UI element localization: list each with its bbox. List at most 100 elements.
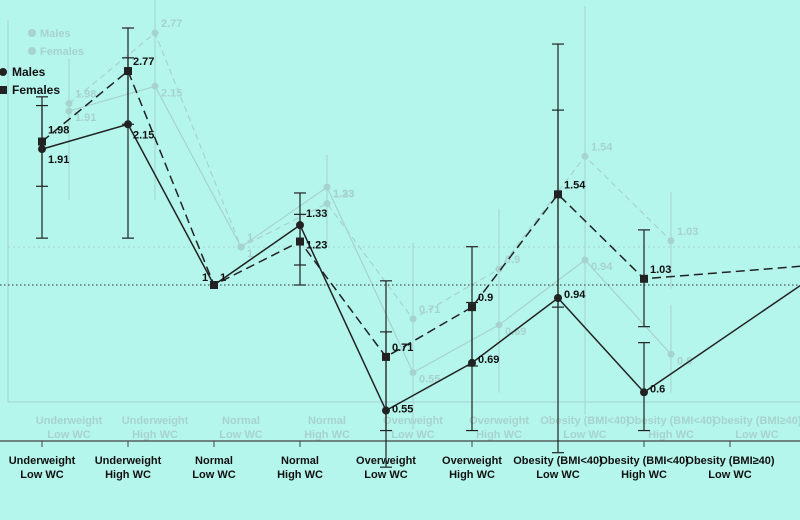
data-label-males: 0.69 (478, 354, 499, 366)
point-females (296, 237, 304, 246)
ghost-tick-label: Obesity (BMI<40) (540, 415, 630, 427)
ghost-point (151, 29, 159, 37)
ghost-tick-label: Normal (308, 415, 346, 427)
ghost-label: 0.55 (419, 374, 440, 386)
ghost-tick-label: High WC (476, 429, 522, 441)
data-label-females: 0.71 (392, 342, 413, 354)
ghost-point (667, 237, 675, 245)
x-tick-label-line1: Overweight (442, 455, 502, 467)
point-females (468, 303, 476, 312)
data-label-females: 0.9 (478, 292, 493, 304)
x-tick-label-line2: High WC (449, 469, 495, 481)
ghost-label: 1.54 (591, 141, 613, 153)
x-tick-label-line1: Obesity (BMI<40) (513, 455, 603, 467)
ghost-legend-text: Females (40, 46, 84, 58)
x-tick-label-line2: Low WC (536, 469, 579, 481)
ghost-label: 1.23 (333, 189, 354, 201)
ghost-label: 0.71 (419, 304, 440, 316)
x-tick-label-line2: Low WC (192, 469, 235, 481)
point-females (210, 281, 218, 289)
ghost-tick-label: Obesity (BMI<40) (626, 415, 716, 427)
ghost-tick-label: High WC (304, 429, 350, 441)
data-label-females: 1.98 (48, 125, 69, 137)
ghost-tick-label: Underweight (122, 415, 189, 427)
ghost-legend-marker (28, 29, 36, 37)
ghost-point (323, 200, 331, 208)
ghost-label: 2.15 (161, 87, 182, 99)
ghost-label: 1.98 (75, 89, 96, 101)
ghost-tick-label: Low WC (563, 429, 606, 441)
ghost-label: 0.94 (591, 261, 613, 273)
ghost-point (65, 100, 73, 108)
ghost-tick-label: Normal (222, 415, 260, 427)
x-tick-label-line1: Obesity (BMI<40) (599, 455, 689, 467)
ghost-tick-label: Low WC (47, 429, 90, 441)
legend-marker-females (0, 86, 7, 94)
x-tick-label-line1: Obesity (BMI≥40) (685, 455, 775, 467)
ghost-legend-text: Males (40, 28, 71, 40)
point-females (554, 190, 562, 199)
legend-label-males: Males (12, 65, 46, 79)
x-tick-label-line2: Low WC (20, 469, 63, 481)
ghost-point (495, 321, 503, 329)
ghost-label: 2.77 (161, 18, 182, 30)
ghost-point (65, 107, 73, 115)
data-label-females: 1 (202, 272, 208, 284)
ghost-tick-label: Low WC (219, 429, 262, 441)
ghost-label: 1.91 (75, 112, 96, 124)
ghost-label: 1 (247, 232, 253, 244)
x-axis-ticks: Underweight Low WC Underweight High WC Norma… (9, 441, 775, 481)
ghost-overlay: 1.91 2.15 1 1.33 0.55 0.69 0.94 0.6 1.98 2.77 1 1.2… (7, 0, 800, 441)
data-label-females: 1.54 (564, 179, 586, 191)
ghost-tick-label: Overweight (383, 415, 443, 427)
ghost-tick-label: High WC (648, 429, 694, 441)
ghost-tick-label: Low WC (391, 429, 434, 441)
ghost-legend-marker (28, 47, 36, 55)
ghost-tick-label: High WC (132, 429, 178, 441)
x-tick-label-line2: Low WC (708, 469, 751, 481)
point-females (38, 137, 46, 146)
data-label-males: 0.55 (392, 404, 413, 416)
point-females (382, 352, 390, 361)
data-label-males: 1.33 (306, 208, 327, 220)
data-label-males: 2.15 (133, 129, 154, 141)
ghost-label: 1 (247, 248, 253, 260)
ghost-label: 0.69 (505, 326, 526, 338)
x-tick-label-line1: Normal (195, 455, 233, 467)
ghost-point (409, 369, 417, 377)
ghost-point (323, 183, 331, 191)
legend-label-females: Females (12, 83, 60, 97)
series-layer: 1.91 2.15 1 1.33 0.55 0.69 0.94 0.6 1.98 2.77 1 1.2… (36, 27, 800, 468)
ghost-tick-label: Overweight (469, 415, 529, 427)
x-tick-label-line1: Normal (281, 455, 319, 467)
data-label-females: 1.03 (650, 264, 671, 276)
x-tick-label-line1: Underweight (9, 455, 76, 467)
legend: Males Females (0, 65, 60, 97)
point-females (124, 67, 132, 76)
ghost-point (495, 265, 503, 273)
data-label-females: 2.77 (133, 56, 154, 68)
ghost-label: 0.6 (677, 355, 692, 367)
x-tick-label-line1: Underweight (95, 455, 162, 467)
x-tick-label-line2: Low WC (364, 469, 407, 481)
ghost-label: 0.9 (505, 254, 520, 266)
ghost-series-line (68, 32, 672, 320)
legend-marker-males (0, 68, 7, 76)
ghost-point (581, 152, 589, 160)
ghost-tick-label: Underweight (36, 415, 103, 427)
ghost-point (581, 256, 589, 264)
ghost-point (237, 243, 245, 251)
data-label-females: 1.23 (306, 240, 327, 252)
ghost-tick-label: Obesity (BMI≥40) (712, 415, 800, 427)
data-label-males: 1.91 (48, 154, 69, 166)
point-females (640, 274, 648, 283)
ghost-tick-label: Low WC (735, 429, 778, 441)
x-tick-label-line2: High WC (105, 469, 151, 481)
ghost-point (237, 243, 245, 251)
data-label-males: 0.6 (650, 383, 665, 395)
data-label-males: 1 (220, 272, 226, 284)
ghost-label: 1.33 (333, 188, 354, 200)
ghost-point (151, 82, 159, 90)
point-males (640, 388, 648, 397)
